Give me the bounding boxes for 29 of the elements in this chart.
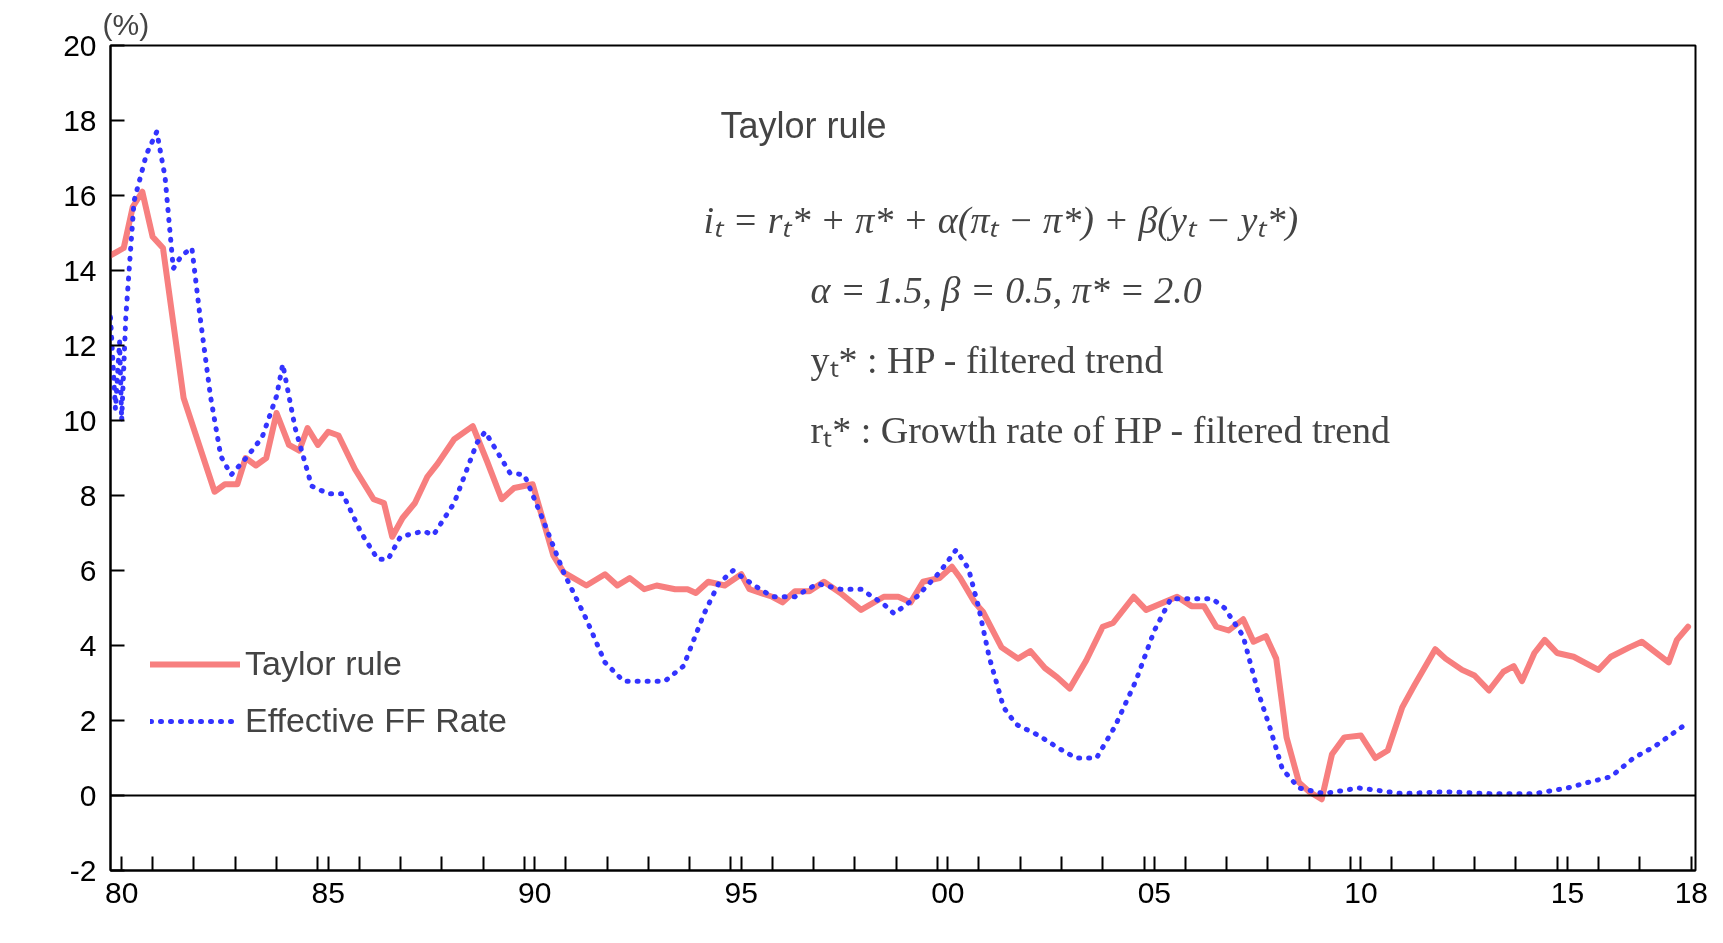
x-tick-label: 05 [1137,875,1172,909]
y-tick-label: 12 [63,328,97,362]
legend-label: Taylor rule [245,644,402,683]
annotation: rₜ* : Growth rate of HP - filtered trend [810,408,1391,451]
x-tick-label: 15 [1550,875,1585,909]
x-tick-label: 90 [518,875,552,909]
annotation: α = 1.5, β = 0.5, π* = 2.0 [810,268,1202,311]
y-tick-label: 4 [79,628,97,662]
x-tick-label: 00 [931,875,965,909]
x-tick-label: 10 [1344,875,1378,909]
y-tick-label: 2 [79,703,97,737]
y-tick-label: -2 [69,853,97,887]
y-tick-label: 6 [79,553,97,587]
y-tick-label: 18 [63,103,97,137]
y-tick-label: 10 [63,403,97,437]
y-axis-title: (%) [102,7,150,41]
y-tick-label: 20 [63,28,97,62]
annotation: iₜ = rₜ* + π* + α(πₜ − π*) + β(yₜ − yₜ*) [703,198,1299,242]
x-tick-label: 80 [104,875,139,909]
x-tick-label: 18 [1674,875,1709,909]
x-tick-label: 85 [311,875,345,909]
legend-label: Effective FF Rate [245,701,508,740]
y-tick-label: 0 [79,778,97,812]
y-tick-label: 16 [63,178,97,212]
y-tick-label: 14 [63,253,97,287]
annotation: yₜ* : HP - filtered trend [810,338,1164,381]
y-tick-label: 8 [79,478,97,512]
x-tick-label: 95 [724,875,758,909]
annotation: Taylor rule [720,104,887,146]
